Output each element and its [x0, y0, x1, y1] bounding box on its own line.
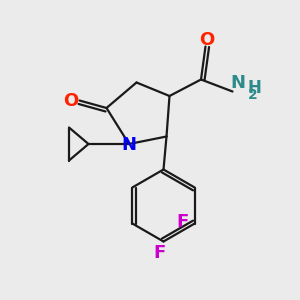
Text: O: O: [200, 31, 214, 49]
Text: 2: 2: [248, 88, 257, 102]
Text: H: H: [247, 79, 261, 97]
Text: N: N: [230, 74, 245, 92]
Text: F: F: [176, 213, 188, 231]
Text: N: N: [121, 136, 136, 154]
Text: O: O: [64, 92, 79, 110]
Text: F: F: [154, 244, 166, 262]
